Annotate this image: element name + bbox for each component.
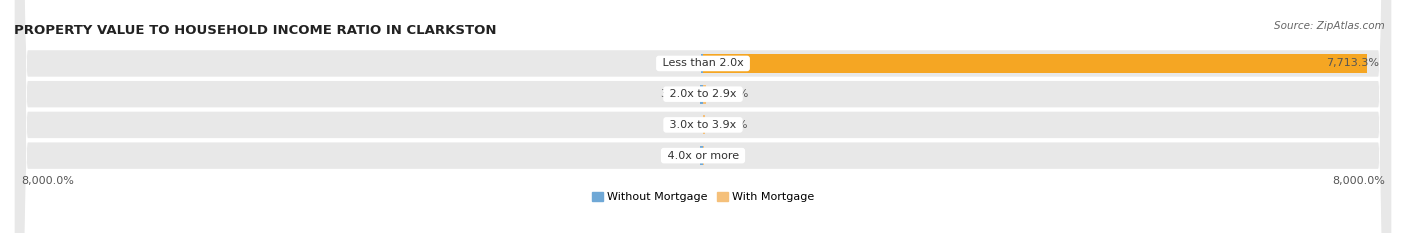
Legend: Without Mortgage, With Mortgage: Without Mortgage, With Mortgage bbox=[588, 188, 818, 207]
Bar bbox=[700, 146, 703, 165]
Text: Less than 2.0x: Less than 2.0x bbox=[659, 58, 747, 69]
Text: 16.0%: 16.0% bbox=[711, 151, 747, 161]
Bar bbox=[700, 85, 703, 104]
FancyBboxPatch shape bbox=[15, 0, 1391, 233]
Text: 34.6%: 34.6% bbox=[713, 89, 748, 99]
Text: 8,000.0%: 8,000.0% bbox=[1331, 176, 1385, 186]
Text: 3.0x to 3.9x: 3.0x to 3.9x bbox=[666, 120, 740, 130]
FancyBboxPatch shape bbox=[15, 0, 1391, 233]
Text: Source: ZipAtlas.com: Source: ZipAtlas.com bbox=[1274, 21, 1385, 31]
FancyBboxPatch shape bbox=[15, 0, 1391, 233]
Text: 7,713.3%: 7,713.3% bbox=[1326, 58, 1379, 69]
Text: 2.0x to 2.9x: 2.0x to 2.9x bbox=[666, 89, 740, 99]
Text: 22.6%: 22.6% bbox=[711, 120, 748, 130]
Bar bbox=[703, 54, 1367, 73]
FancyBboxPatch shape bbox=[15, 0, 1391, 233]
Text: 4.6%: 4.6% bbox=[669, 120, 699, 130]
Bar bbox=[703, 115, 704, 134]
Text: PROPERTY VALUE TO HOUSEHOLD INCOME RATIO IN CLARKSTON: PROPERTY VALUE TO HOUSEHOLD INCOME RATIO… bbox=[14, 24, 496, 37]
Bar bbox=[700, 54, 703, 73]
Bar bbox=[703, 85, 706, 104]
Text: 33.1%: 33.1% bbox=[661, 89, 696, 99]
Text: 35.9%: 35.9% bbox=[661, 151, 696, 161]
Text: 8,000.0%: 8,000.0% bbox=[21, 176, 75, 186]
Text: 26.5%: 26.5% bbox=[661, 58, 696, 69]
Text: 4.0x or more: 4.0x or more bbox=[664, 151, 742, 161]
